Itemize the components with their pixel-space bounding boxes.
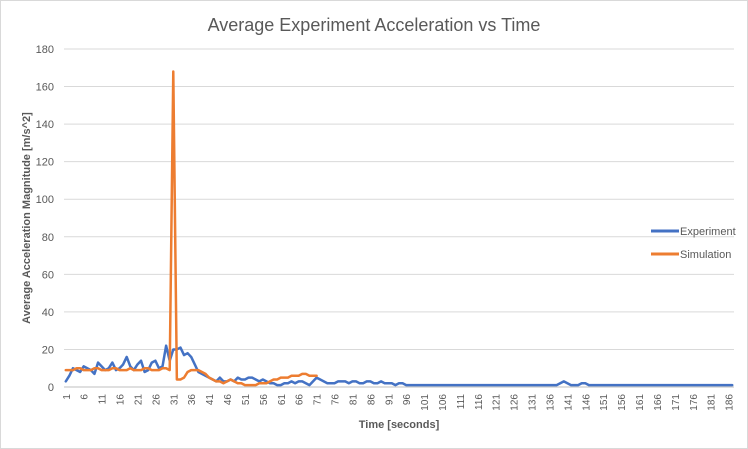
x-tick-label: 1	[62, 394, 73, 400]
x-tick-label: 151	[599, 394, 610, 411]
x-tick-label: 141	[563, 394, 574, 411]
y-tick-label: 140	[36, 119, 54, 131]
x-tick-label: 26	[151, 394, 162, 406]
gridlines	[64, 48, 734, 388]
x-tick-label: 41	[205, 394, 216, 406]
x-tick-label: 136	[545, 394, 556, 411]
x-tick-label: 86	[366, 394, 377, 406]
x-tick-label: 31	[169, 394, 180, 406]
x-tick-label: 126	[510, 394, 521, 411]
x-tick-label: 6	[80, 394, 91, 400]
y-tick-label: 180	[36, 44, 54, 56]
x-tick-label: 66	[295, 394, 306, 406]
y-tick-label: 40	[42, 307, 54, 319]
x-tick-label: 51	[241, 394, 252, 406]
y-tick-label: 100	[36, 194, 54, 206]
legend-label-experiment: Experiment	[680, 226, 736, 238]
y-tick-label: 60	[42, 269, 54, 281]
x-tick-label: 96	[402, 394, 413, 406]
x-tick-label: 11	[98, 394, 109, 405]
x-tick-label: 21	[133, 394, 144, 406]
x-tick-label: 171	[671, 394, 682, 411]
chart-title: Average Experiment Acceleration vs Time	[208, 15, 541, 35]
x-tick-label: 76	[331, 394, 342, 406]
y-tick-label: 80	[42, 232, 54, 244]
y-axis-ticks: 0 20 40 60 80 100 120 140 160 180	[36, 44, 54, 394]
x-tick-label: 61	[277, 394, 288, 406]
legend: Experiment Simulation	[651, 226, 736, 261]
x-tick-label: 181	[707, 394, 718, 411]
x-tick-label: 131	[528, 394, 539, 411]
y-tick-label: 20	[42, 344, 54, 356]
series-line-simulation	[64, 70, 318, 387]
x-tick-label: 106	[438, 394, 449, 411]
x-tick-label: 161	[635, 394, 646, 411]
x-tick-label: 116	[474, 394, 485, 410]
x-axis-ticks: 1 6 11 16 21 26 31 36 41 46 51 56 61 66 71 76 81 86 91 96 10…	[62, 394, 736, 411]
y-axis-title: Average Acceleration Magnitude [m/s^2]	[21, 112, 33, 324]
series-lines	[64, 70, 734, 387]
legend-label-simulation: Simulation	[680, 249, 731, 261]
x-tick-label: 56	[259, 394, 270, 406]
series-line-experiment	[64, 344, 734, 387]
x-tick-label: 71	[313, 394, 324, 406]
x-tick-label: 121	[492, 394, 503, 411]
x-tick-label: 156	[617, 394, 628, 411]
x-tick-label: 91	[384, 394, 395, 406]
x-tick-label: 176	[689, 394, 700, 411]
x-tick-label: 101	[420, 394, 431, 411]
y-tick-label: 0	[48, 382, 54, 394]
x-tick-label: 46	[223, 394, 234, 406]
x-tick-label: 81	[348, 394, 359, 406]
x-axis-title: Time [seconds]	[359, 419, 440, 431]
y-tick-label: 160	[36, 82, 54, 94]
x-tick-label: 146	[581, 394, 592, 411]
x-tick-label: 111	[456, 394, 467, 410]
x-tick-label: 36	[187, 394, 198, 406]
x-tick-label: 166	[653, 394, 664, 411]
x-tick-label: 186	[725, 394, 736, 411]
y-tick-label: 120	[36, 157, 54, 169]
x-tick-label: 16	[116, 394, 127, 406]
